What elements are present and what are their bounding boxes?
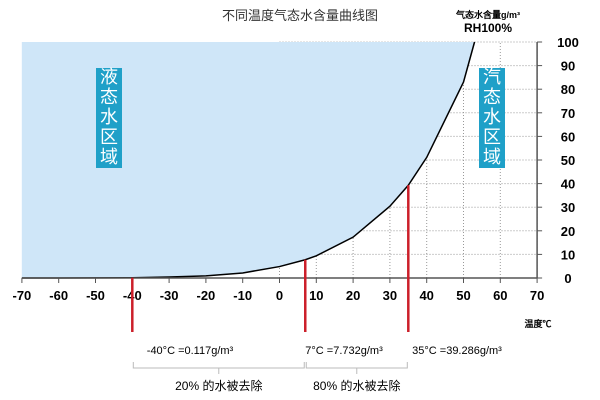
- y-tick-label: 40: [561, 177, 575, 192]
- y-axis-label-rh: RH100%: [464, 21, 512, 35]
- chart-title: 不同温度气态水含量曲线图: [222, 8, 378, 23]
- x-tick-label: -60: [49, 288, 68, 303]
- brace: [305, 362, 408, 374]
- x-tick-label: 10: [309, 288, 323, 303]
- x-tick-label: -10: [233, 288, 252, 303]
- x-tick-label: -50: [86, 288, 105, 303]
- y-tick-label: 80: [561, 82, 575, 97]
- vapor-region-label: 汽态水区域: [479, 68, 505, 168]
- x-axis-label: 温度℃: [524, 318, 551, 329]
- x-tick-label: 20: [346, 288, 360, 303]
- y-tick-label: 20: [561, 224, 575, 239]
- marker-label: 35°C =39.286g/m³: [412, 345, 502, 357]
- y-tick-label: 30: [561, 200, 575, 215]
- x-tick-label: 70: [530, 288, 544, 303]
- x-tick-label: 50: [456, 288, 470, 303]
- y-tick-label: 10: [561, 247, 575, 262]
- marker-label: 7°C =7.732g/m³: [305, 345, 383, 357]
- x-tick-label: 60: [493, 288, 507, 303]
- brace-label: 80% 的水被去除: [313, 378, 400, 393]
- x-tick-label: -70: [13, 288, 32, 303]
- brace: [132, 362, 305, 374]
- y-tick-label: 0: [564, 271, 571, 286]
- y-tick-label: 70: [561, 106, 575, 121]
- x-tick-label: -20: [197, 288, 216, 303]
- y-tick-label: 90: [561, 59, 575, 74]
- liquid-region-label: 液态水区域: [96, 68, 122, 168]
- x-tick-label: 30: [383, 288, 397, 303]
- brace-label: 20% 的水被去除: [175, 378, 262, 393]
- liquid-region-overlay: [21, 42, 475, 278]
- marker-label: -40°C =0.117g/m³: [147, 345, 234, 357]
- y-tick-label: 60: [561, 129, 575, 144]
- y-tick-label: 50: [561, 153, 575, 168]
- x-tick-label: 40: [419, 288, 433, 303]
- y-axis-label: 气态水含量g/m³: [455, 9, 520, 20]
- y-tick-label: 100: [557, 35, 579, 50]
- x-tick-label: -30: [160, 288, 179, 303]
- x-tick-label: 0: [276, 288, 283, 303]
